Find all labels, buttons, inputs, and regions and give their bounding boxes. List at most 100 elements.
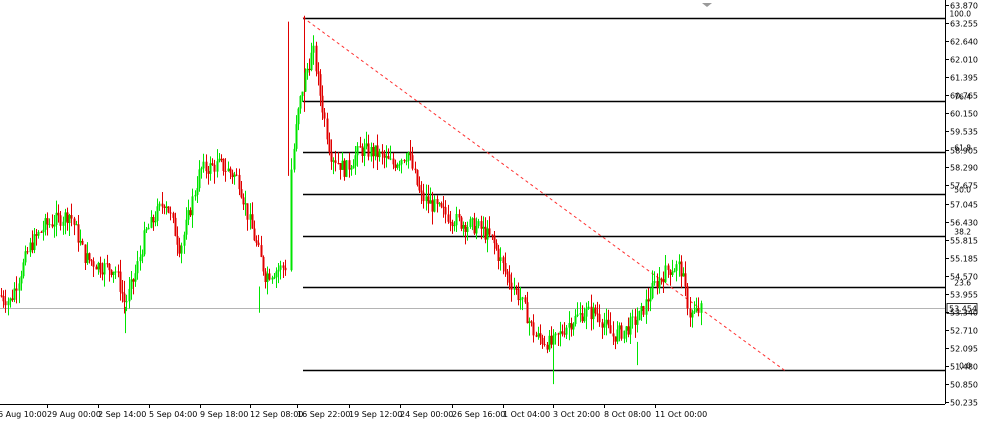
candle-body — [546, 344, 549, 350]
candle-body — [539, 333, 542, 338]
candle-body — [145, 229, 148, 231]
y-tick-label: 53.955 — [950, 291, 978, 300]
candle-body — [647, 299, 650, 302]
y-tick-label: 61.395 — [950, 74, 978, 83]
candle-body — [20, 276, 23, 284]
candle-body — [185, 219, 188, 235]
candle-body — [587, 306, 590, 309]
candle-body — [486, 228, 489, 240]
candle-body — [493, 235, 496, 244]
candle-body — [616, 329, 619, 342]
candle-body — [407, 152, 410, 161]
candle-body — [678, 261, 681, 265]
candle-body — [387, 156, 390, 159]
candle-body — [660, 278, 663, 280]
candle-body — [172, 213, 175, 218]
candle-body — [528, 321, 531, 324]
candle-body — [152, 217, 155, 223]
candle-body — [453, 225, 456, 227]
candle-body — [132, 279, 135, 282]
candle-body — [376, 145, 379, 158]
candle-body — [341, 160, 344, 170]
candle-body — [429, 200, 432, 204]
candle-body — [301, 91, 304, 97]
candle-body — [77, 224, 80, 243]
candle-body — [277, 269, 280, 272]
candle-body — [510, 282, 513, 290]
candle-body — [95, 266, 98, 270]
candle-body — [576, 314, 579, 316]
candle-body — [422, 192, 425, 202]
candle-body — [255, 240, 258, 243]
candle-body — [260, 245, 263, 257]
candle-body — [458, 213, 461, 218]
y-tick-label: 60.150 — [950, 110, 978, 119]
candle-body — [90, 259, 93, 262]
candle-body — [180, 245, 183, 254]
x-tick-label: 29 Aug 00:00 — [47, 410, 101, 419]
candle-body — [535, 335, 538, 337]
candle-body — [42, 229, 45, 233]
candle-body — [497, 248, 500, 262]
candle-body — [55, 212, 58, 225]
candle-body — [618, 325, 621, 330]
candle-body — [240, 189, 243, 198]
candle-body — [66, 212, 69, 224]
candle-body — [268, 273, 271, 280]
candle-body — [222, 158, 225, 171]
candle-body — [101, 272, 104, 275]
candle-body — [59, 215, 62, 226]
candle-body — [607, 319, 610, 326]
y-tick-label: 52.095 — [950, 345, 978, 354]
candle-body — [460, 217, 463, 229]
candle-body — [97, 262, 100, 270]
candle-body — [451, 222, 454, 226]
candle-body — [273, 277, 276, 279]
candle-body — [158, 203, 161, 207]
y-tick-label: 57.045 — [950, 201, 978, 210]
candle-body — [695, 307, 698, 311]
candle-body — [570, 323, 573, 330]
candle-body — [425, 196, 428, 202]
fib-level-label: 23.6 — [954, 279, 971, 288]
candle-body — [308, 68, 311, 71]
candle-body — [176, 235, 179, 245]
candle-body — [442, 206, 445, 208]
candle-body — [491, 234, 494, 236]
candle-body — [513, 288, 516, 290]
candle-body — [521, 297, 524, 300]
candle-body — [348, 160, 351, 170]
candle-body — [378, 151, 381, 158]
scroll-marker-icon[interactable] — [702, 3, 712, 7]
candle-body — [207, 171, 210, 174]
candle-body — [108, 263, 111, 271]
candle-body — [205, 161, 208, 172]
candle-body — [398, 164, 401, 166]
candle-body — [165, 206, 168, 208]
candle-body — [246, 203, 249, 220]
x-tick-label: 6 Aug 10:00 — [0, 410, 47, 419]
candle-body — [673, 270, 676, 273]
candle-body — [35, 234, 38, 236]
candle-body — [29, 242, 32, 253]
candle-body — [319, 74, 322, 96]
candle-body — [68, 215, 71, 224]
candlestick-series — [0, 15, 703, 385]
candle-body — [284, 267, 287, 271]
y-tick-label: 55.815 — [950, 237, 978, 246]
y-tick-label: 63.255 — [950, 20, 978, 29]
candle-body — [484, 226, 487, 240]
candle-body — [594, 307, 597, 314]
candle-body — [306, 68, 309, 73]
candle-body — [24, 251, 27, 263]
candle-body — [651, 282, 654, 299]
candle-body — [128, 288, 131, 302]
candle-body — [455, 213, 458, 226]
candle-body — [167, 206, 170, 213]
candle-body — [473, 218, 476, 234]
candle-body — [667, 265, 670, 271]
candle-body — [572, 324, 575, 330]
candle-body — [508, 274, 511, 283]
candle-body — [462, 225, 465, 229]
candle-body — [0, 295, 3, 297]
